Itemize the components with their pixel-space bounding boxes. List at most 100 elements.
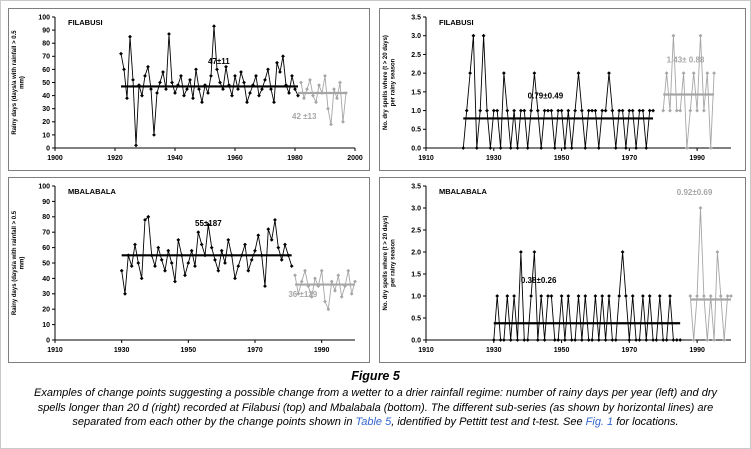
series-marker [248, 91, 252, 95]
series-marker [221, 87, 225, 91]
y-tick-label: 70 [42, 54, 50, 61]
series-marker [481, 33, 486, 38]
series-marker [223, 261, 227, 265]
series-marker [213, 258, 217, 262]
series-marker [678, 108, 683, 113]
series-marker [491, 108, 496, 113]
series-marker [188, 78, 192, 82]
series-marker [296, 291, 301, 296]
caption-ref-link[interactable]: Table 5 [355, 416, 392, 429]
series-marker [519, 108, 523, 113]
series-marker [664, 338, 669, 342]
series-marker [712, 71, 716, 75]
y-tick-label: 40 [42, 93, 50, 100]
series-marker [206, 222, 211, 227]
series-marker [576, 294, 581, 298]
series-marker [256, 233, 261, 238]
x-tick-label: 1910 [418, 155, 434, 162]
series-marker [702, 294, 706, 298]
series-marker [146, 214, 151, 219]
series-marker [136, 261, 141, 265]
caption-ref-link[interactable]: Fig. 1 [585, 416, 614, 429]
series-marker [326, 307, 331, 312]
series-marker [299, 80, 303, 85]
y-axis-label: per rainy season [391, 239, 397, 287]
series-marker [227, 83, 231, 87]
series-marker [651, 338, 655, 342]
series-marker [590, 108, 594, 113]
y-axis-label: mm) [20, 257, 26, 270]
series-marker [284, 83, 288, 87]
series-marker [137, 83, 141, 87]
y-tick-label: 40 [42, 276, 50, 283]
series-marker [546, 294, 550, 298]
chart-title: FILABUSI [68, 18, 103, 27]
series-marker [654, 338, 659, 342]
y-axis-label: Rainy days (days/a with rainfall > 0.5 [12, 210, 18, 315]
series-marker [593, 294, 598, 298]
series-marker [474, 146, 479, 150]
chart-annotation: 47±11 [208, 57, 230, 66]
y-tick-label: 70 [42, 230, 50, 237]
series-marker [166, 248, 171, 253]
x-tick-label: 1910 [418, 347, 434, 354]
series-marker [233, 276, 237, 281]
y-tick-label: 80 [42, 41, 50, 48]
series-marker [593, 108, 598, 113]
series-marker [668, 108, 672, 113]
series-marker [705, 338, 710, 342]
chart-annotation: 42 ±13 [292, 112, 317, 121]
series-marker [329, 279, 334, 284]
series-marker [498, 146, 503, 150]
series-marker [641, 294, 645, 298]
series-marker [323, 74, 327, 78]
series-marker [161, 70, 165, 74]
series-marker [508, 338, 513, 342]
series-marker [525, 146, 530, 150]
series-line [300, 75, 347, 125]
series-marker [164, 87, 168, 91]
x-tick-label: 1930 [486, 155, 502, 162]
series-marker [613, 146, 618, 150]
chart-annotation: 0.38±0.26 [521, 276, 557, 285]
series-marker [296, 93, 300, 98]
series-marker [708, 146, 713, 150]
series-marker [627, 338, 632, 342]
series-marker [512, 108, 516, 113]
y-tick-label: 0.5 [411, 315, 421, 322]
series-marker [552, 146, 557, 150]
caption-text-part: Examples of change points suggesting a p… [34, 387, 717, 429]
series-marker [289, 264, 294, 268]
series-marker [317, 83, 321, 87]
series-marker [140, 93, 144, 98]
series-marker [590, 338, 594, 342]
series-marker [542, 338, 547, 342]
series-marker [698, 206, 703, 210]
series-marker [290, 74, 294, 78]
chart-annotation: 0.92±0.69 [677, 188, 713, 197]
y-tick-label: 1.5 [411, 271, 421, 278]
y-tick-label: 0.0 [411, 337, 421, 344]
y-tick-label: 1.0 [411, 108, 421, 115]
series-marker [583, 294, 588, 298]
series-marker [119, 268, 124, 273]
y-tick-label: 1.5 [411, 89, 421, 96]
series-marker [583, 146, 588, 150]
series-marker [525, 338, 530, 342]
chart-panel-mbalabala-dry-spells: 0.0 0.5 1.0 1.5 2.0 2.5 3.0 3.5 1910 1930 1950 1970… [379, 177, 746, 363]
series-marker [515, 338, 520, 342]
series-marker [299, 279, 304, 284]
series-marker [293, 87, 297, 91]
series-marker [647, 108, 652, 113]
series-marker [167, 32, 171, 36]
y-axis-label: per rainy season [391, 58, 397, 106]
series-marker [546, 108, 550, 113]
series-marker [644, 146, 649, 150]
series-marker [512, 294, 516, 298]
series-marker [641, 108, 645, 113]
y-tick-label: 20 [42, 307, 50, 314]
series-marker [173, 91, 177, 95]
series-marker [620, 250, 625, 254]
series-marker [532, 250, 537, 254]
series-marker [668, 294, 672, 298]
